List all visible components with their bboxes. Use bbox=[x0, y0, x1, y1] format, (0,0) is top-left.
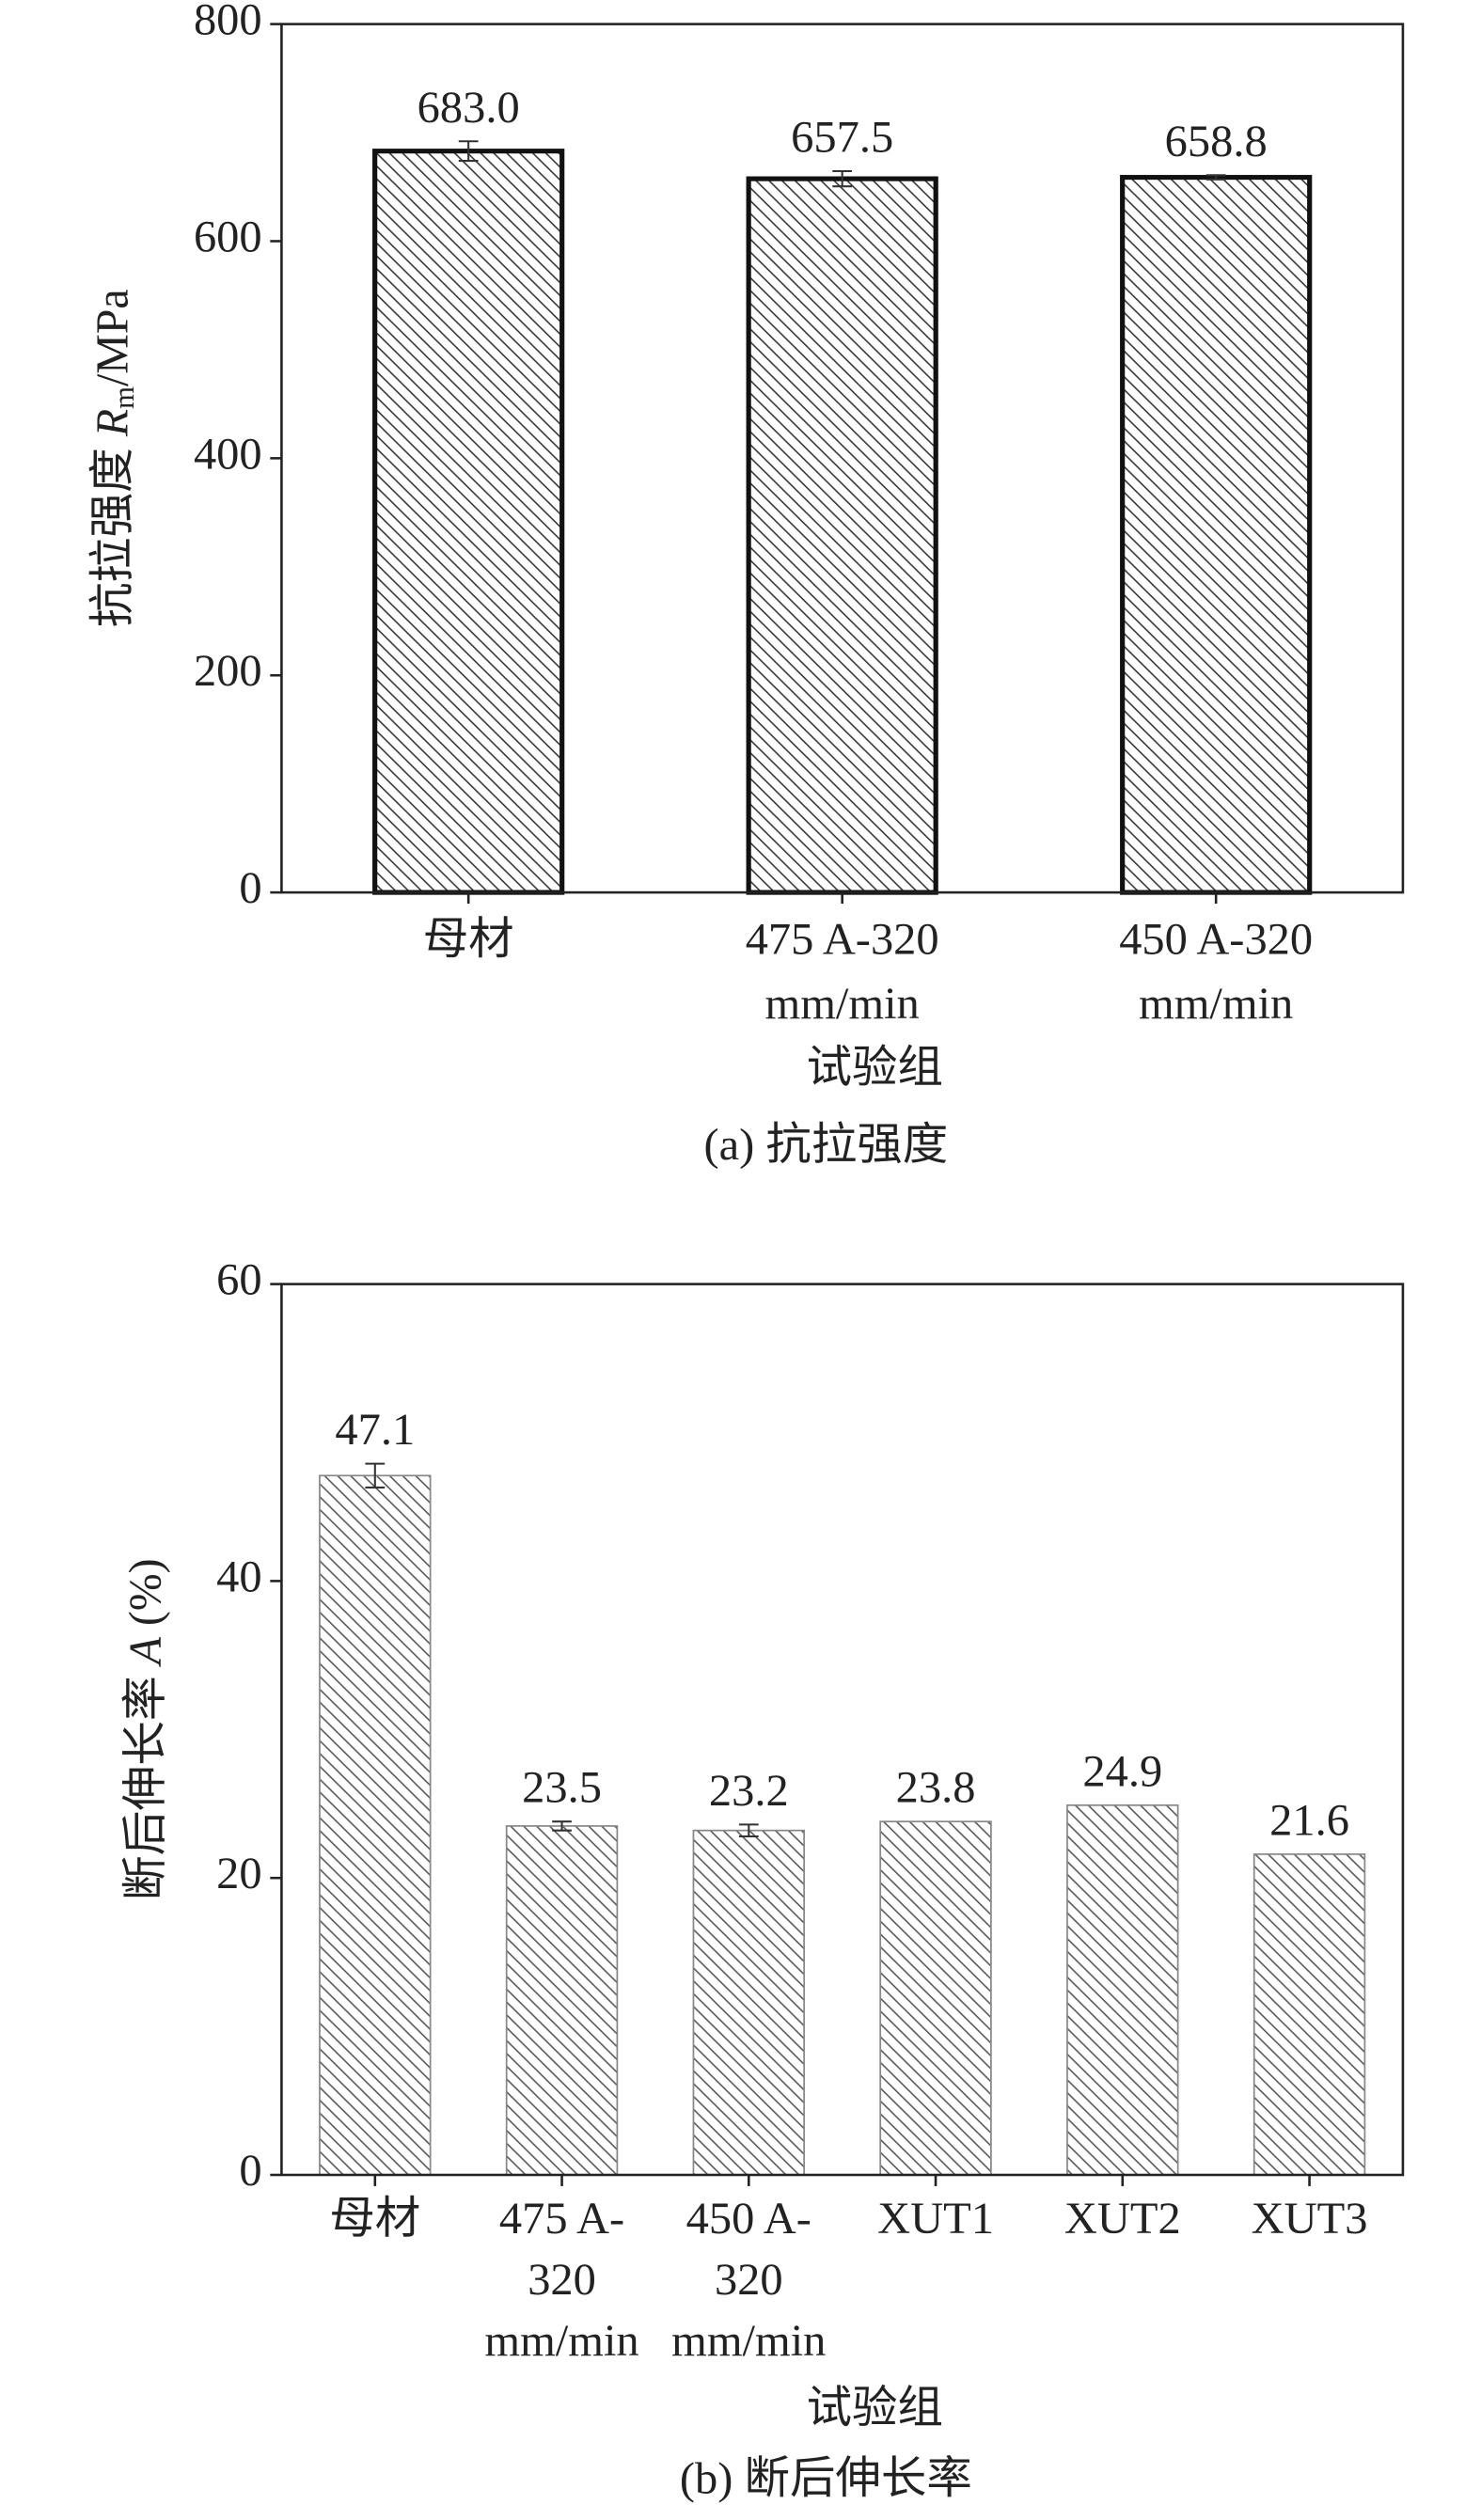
y-axis-title: 断后伸长率 A (%) bbox=[120, 1558, 170, 1900]
y-axis-title: 抗拉强度 Rm/MPa bbox=[87, 289, 140, 627]
y-axis-title-text: 抗拉强度 bbox=[87, 436, 137, 627]
bar bbox=[746, 176, 938, 895]
y-axis-title-subscript: m bbox=[107, 386, 140, 409]
x-axis-title: 试验组 bbox=[807, 2384, 943, 2433]
bar bbox=[879, 1820, 992, 2176]
bar bbox=[1120, 175, 1313, 895]
y-tick-label: 40 bbox=[216, 1552, 261, 1602]
x-tick-label: 320 bbox=[528, 2255, 596, 2305]
value-label: 23.5 bbox=[522, 1763, 602, 1813]
x-tick-label: 母材 bbox=[423, 915, 514, 965]
value-label: 47.1 bbox=[335, 1405, 415, 1455]
y-tick-label: 60 bbox=[216, 1255, 261, 1305]
x-tick-label: 母材 bbox=[329, 2194, 420, 2244]
y-tick-label: 800 bbox=[194, 0, 262, 44]
value-label: 657.5 bbox=[791, 113, 893, 163]
y-axis-title-symbol: A bbox=[120, 1636, 170, 1667]
x-tick-label: 475 A- bbox=[499, 2194, 624, 2244]
value-label: 21.6 bbox=[1269, 1796, 1349, 1846]
bar bbox=[319, 1474, 432, 2176]
y-tick-label: 20 bbox=[216, 1849, 261, 1898]
x-tick-label: mm/min bbox=[1139, 979, 1293, 1029]
y-axis-title-text: 断后伸长率 bbox=[120, 1664, 170, 1900]
x-axis-title: 试验组 bbox=[807, 1044, 943, 1094]
error-bar bbox=[458, 140, 479, 163]
y-axis-title-symbol: R bbox=[87, 409, 137, 437]
x-tick-label: 450 A- bbox=[686, 2194, 811, 2244]
bar bbox=[1253, 1853, 1366, 2176]
x-tick-label: 475 A-320 bbox=[746, 915, 939, 965]
x-tick-label: mm/min bbox=[484, 2316, 638, 2366]
bar bbox=[372, 149, 565, 895]
caption: (a) 抗拉强度 bbox=[704, 1120, 949, 1170]
y-tick-label: 200 bbox=[194, 646, 262, 696]
value-label: 683.0 bbox=[418, 83, 520, 133]
x-tick-label: XUT2 bbox=[1064, 2194, 1181, 2244]
x-tick-label: XUT1 bbox=[877, 2194, 994, 2244]
value-label: 24.9 bbox=[1082, 1747, 1162, 1797]
x-tick-label: XUT3 bbox=[1252, 2194, 1368, 2244]
error-bar bbox=[832, 169, 853, 188]
bar bbox=[1066, 1803, 1179, 2176]
x-tick-label: 320 bbox=[715, 2255, 783, 2305]
error-bar bbox=[738, 1823, 759, 1838]
value-label: 23.8 bbox=[896, 1763, 976, 1813]
bar bbox=[505, 1825, 619, 2176]
x-tick-label: mm/min bbox=[671, 2316, 826, 2366]
y-axis-title-unit: (%) bbox=[120, 1558, 170, 1637]
value-label: 23.2 bbox=[709, 1766, 789, 1816]
caption: (b) 断后伸长率 bbox=[680, 2454, 972, 2504]
bar bbox=[692, 1829, 806, 2176]
error-bar bbox=[365, 1462, 386, 1488]
y-tick-label: 0 bbox=[239, 863, 261, 913]
value-label: 658.8 bbox=[1165, 117, 1268, 166]
y-axis-title-unit: /MPa bbox=[87, 289, 137, 386]
plot-frame bbox=[280, 1283, 1405, 2177]
error-bar bbox=[552, 1820, 572, 1832]
x-tick-label: 450 A-320 bbox=[1119, 915, 1313, 965]
y-tick-label: 400 bbox=[194, 430, 262, 480]
y-tick-label: 0 bbox=[239, 2146, 261, 2196]
x-tick-label: mm/min bbox=[765, 979, 920, 1029]
error-bar bbox=[1205, 174, 1226, 181]
y-tick-label: 600 bbox=[194, 213, 262, 262]
plot-frame bbox=[280, 23, 1405, 894]
